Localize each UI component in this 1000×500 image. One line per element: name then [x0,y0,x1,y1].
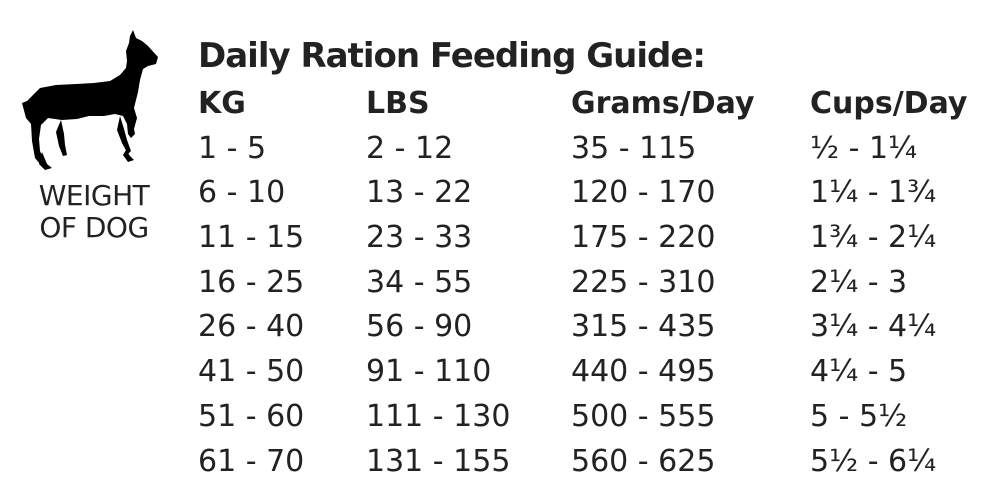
cell-kg: 51 - 60 [198,398,305,434]
table-row: 51 - 60 111 - 130 500 - 555 5 - 5½ [198,395,988,440]
cell-kg: 61 - 70 [198,443,305,479]
cell-kg: 26 - 40 [198,309,305,345]
table-row: 6 - 10 13 - 22 120 - 170 1¼ - 1¾ [198,171,988,216]
cell-lbs: 13 - 22 [366,175,473,211]
cell-cups: 5½ - 6¼ [810,443,937,479]
cell-lbs: 91 - 110 [366,354,492,390]
header-cups-per-day: Cups/Day [810,86,968,121]
table-row: 61 - 70 131 - 155 560 - 625 5½ - 6¼ [198,440,988,485]
cell-grams: 440 - 495 [571,354,716,390]
cell-lbs: 111 - 130 [366,398,511,434]
table-header-row: KG LBS Grams/Day Cups/Day [198,82,988,127]
table-row: 16 - 25 34 - 55 225 - 310 2¼ - 3 [198,261,988,306]
cell-grams: 175 - 220 [571,220,716,256]
weight-label-line2: OF DOG [39,211,149,244]
table-row: 26 - 40 56 - 90 315 - 435 3¼ - 4¼ [198,305,988,350]
weight-of-dog-label: WEIGHT OF DOG [0,180,188,244]
cell-lbs: 23 - 33 [366,220,473,256]
header-grams-per-day: Grams/Day [571,86,755,121]
cell-kg: 16 - 25 [198,264,305,300]
doberman-silhouette-icon [22,30,158,170]
cell-kg: 41 - 50 [198,354,305,390]
cell-cups: 1¼ - 1¾ [810,175,937,211]
cell-cups: 5 - 5½ [810,398,908,434]
weight-label-line1: WEIGHT [38,179,150,212]
dog-panel: WEIGHT OF DOG [0,0,190,500]
cell-grams: 225 - 310 [571,264,716,300]
cell-grams: 35 - 115 [571,130,697,166]
cell-cups: 2¼ - 3 [810,264,908,300]
cell-grams: 500 - 555 [571,398,716,434]
feeding-table: KG LBS Grams/Day Cups/Day 1 - 5 2 - 12 3… [198,82,988,484]
table-row: 41 - 50 91 - 110 440 - 495 4¼ - 5 [198,350,988,395]
cell-cups: 3¼ - 4¼ [810,309,937,345]
header-kg: KG [198,86,246,121]
cell-grams: 560 - 625 [571,443,716,479]
cell-cups: ½ - 1¼ [810,130,918,166]
cell-lbs: 56 - 90 [366,309,473,345]
cell-lbs: 131 - 155 [366,443,511,479]
cell-lbs: 34 - 55 [366,264,473,300]
table-row: 11 - 15 23 - 33 175 - 220 1¾ - 2¼ [198,216,988,261]
cell-grams: 315 - 435 [571,309,716,345]
cell-kg: 11 - 15 [198,220,305,256]
cell-lbs: 2 - 12 [366,130,454,166]
table-row: 1 - 5 2 - 12 35 - 115 ½ - 1¼ [198,127,988,172]
header-lbs: LBS [366,86,430,121]
cell-cups: 1¾ - 2¼ [810,220,937,256]
cell-cups: 4¼ - 5 [810,354,908,390]
cell-kg: 6 - 10 [198,175,286,211]
cell-kg: 1 - 5 [198,130,267,166]
cell-grams: 120 - 170 [571,175,716,211]
guide-title: Daily Ration Feeding Guide: [198,36,706,76]
